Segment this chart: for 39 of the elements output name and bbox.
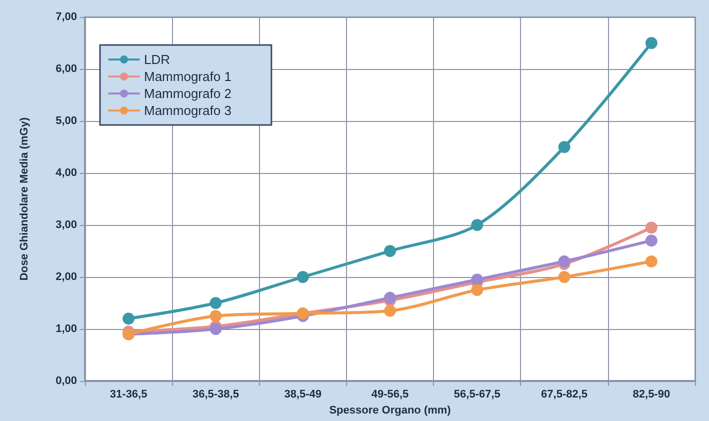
point	[558, 271, 570, 283]
y-tick-label: 2,00	[56, 271, 77, 283]
y-tick-label: 4,00	[56, 167, 77, 179]
point	[296, 271, 309, 283]
y-tick-label: 0,00	[56, 375, 77, 387]
x-tick-label: 36,5-38,5	[192, 388, 239, 400]
point	[384, 245, 396, 257]
point	[471, 284, 484, 296]
y-tick-label: 1,00	[56, 323, 77, 335]
point	[558, 141, 570, 153]
point	[210, 297, 222, 309]
y-tick-label: 6,00	[56, 63, 77, 75]
point	[645, 234, 658, 247]
point	[645, 222, 658, 234]
y-tick-label: 7,00	[56, 11, 77, 23]
point	[471, 274, 484, 286]
y-tick-label: 3,00	[56, 219, 77, 231]
y-axis-title: Dose Ghiandolare Media (mGy)	[18, 117, 30, 281]
legend-label: Mammografo 1	[144, 69, 232, 84]
legend-label: Mammografo 2	[144, 86, 232, 101]
point	[558, 255, 570, 268]
point	[122, 312, 135, 325]
x-tick-label: 31-36,5	[110, 388, 148, 400]
point	[210, 310, 222, 322]
point	[210, 323, 222, 335]
y-tick-label: 5,00	[56, 115, 77, 127]
x-tick-label: 82,5-90	[632, 388, 670, 400]
x-tick-label: 56,5-67,5	[454, 388, 500, 400]
point	[471, 219, 484, 231]
point	[384, 304, 396, 317]
point	[384, 292, 396, 304]
legend-label: Mammografo 3	[144, 103, 232, 118]
point	[645, 37, 658, 49]
x-axis-title: Spessore Organo (mm)	[329, 404, 452, 416]
x-tick-label: 49-56,5	[371, 388, 409, 400]
x-tick-label: 67,5-82,5	[541, 388, 588, 400]
x-tick-label: 38,5-49	[284, 388, 322, 400]
point	[645, 255, 658, 268]
legend-label: LDR	[144, 52, 170, 67]
